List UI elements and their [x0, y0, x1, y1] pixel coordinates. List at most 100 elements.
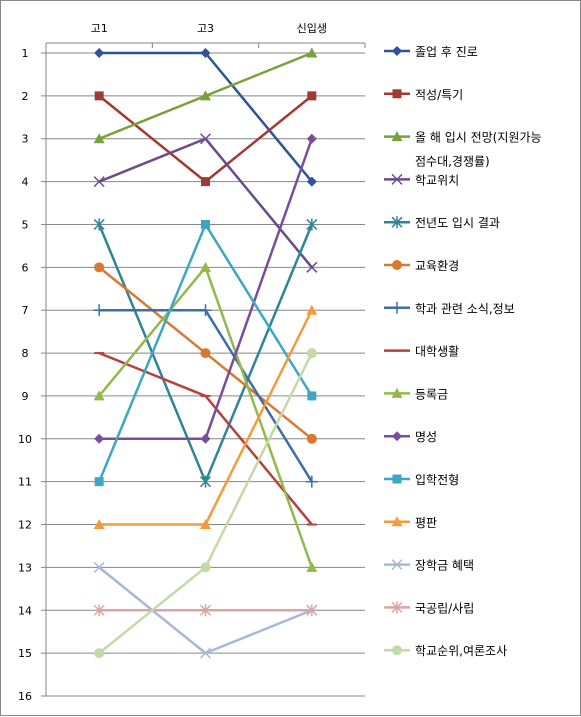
- legend-label: 적성/특기: [415, 88, 463, 102]
- y-tick-label: 9: [22, 390, 29, 403]
- data-point: [306, 47, 318, 58]
- series-14: [93, 604, 318, 617]
- data-point: [392, 46, 402, 56]
- data-point: [94, 91, 104, 101]
- legend-entry: 졸업 후 진로: [384, 45, 478, 59]
- data-point-stroke: [391, 173, 403, 185]
- data-point: [391, 601, 403, 614]
- data-point: [391, 516, 403, 527]
- series-6: [94, 262, 317, 444]
- legend-label: 학교위치: [415, 173, 459, 187]
- y-tick-label: 1: [22, 47, 29, 60]
- series-4: [93, 133, 318, 273]
- y-tick-label: 10: [18, 433, 32, 446]
- legend-label: 점수대,경쟁률): [415, 155, 490, 169]
- legend-entry: 학교위치: [384, 173, 459, 187]
- data-point: [200, 48, 211, 58]
- data-point: [200, 348, 211, 359]
- data-point: [392, 474, 402, 484]
- legend-label: 전년도 입시 결과: [415, 216, 500, 230]
- series-12: [93, 304, 318, 530]
- series-line: [98, 137, 313, 269]
- y-tick-label: 2: [22, 90, 29, 103]
- data-point: [391, 387, 403, 398]
- x-tick-label: 고3: [197, 22, 214, 35]
- data-point: [200, 90, 211, 101]
- data-point: [93, 133, 105, 144]
- y-tick-label: 16: [18, 690, 32, 703]
- legend-label: 올 해 입시 전망(지원가능: [415, 131, 542, 145]
- data-point: [94, 48, 105, 58]
- legend-entry: 명성: [384, 430, 437, 444]
- series-8: [94, 351, 317, 526]
- data-point: [94, 477, 104, 487]
- legend-entry: 학과 관련 소식,정보: [384, 301, 515, 316]
- data-point-stroke: [93, 176, 105, 188]
- data-point-stroke: [391, 559, 403, 571]
- data-point: [307, 91, 317, 101]
- y-tick-label: 4: [22, 176, 29, 189]
- data-point: [306, 604, 318, 617]
- y-tick-label: 15: [18, 647, 32, 660]
- data-point: [307, 391, 317, 401]
- data-point: [93, 390, 105, 401]
- legend-label: 교육환경: [415, 259, 459, 273]
- series-11: [94, 219, 317, 487]
- legend-label: 학과 관련 소식,정보: [415, 302, 515, 316]
- legend-entry: 국공립/사립: [384, 601, 474, 615]
- data-point: [201, 177, 210, 187]
- legend-entry: 대학생활: [384, 345, 459, 359]
- data-point-stroke: [93, 561, 105, 573]
- legend-label: 졸업 후 진로: [415, 45, 478, 59]
- data-point: [392, 645, 402, 656]
- data-point: [200, 562, 211, 573]
- y-tick-label: 14: [18, 604, 32, 617]
- y-tick-label: 12: [18, 519, 32, 532]
- y-tick-label: 11: [18, 476, 32, 489]
- legend-label: 국공립/사립: [415, 601, 474, 615]
- x-tick-label: 신입생: [297, 22, 327, 35]
- legend-label: 등록금: [415, 387, 448, 401]
- legend-entry: 학교순위,여론조사: [384, 644, 507, 658]
- data-point: [306, 348, 317, 359]
- y-tick-label: 3: [22, 133, 29, 146]
- data-point: [306, 176, 317, 187]
- series-line: [99, 51, 313, 183]
- data-point-stroke: [306, 261, 318, 273]
- data-point: [391, 173, 403, 185]
- data-point: [391, 216, 403, 229]
- y-tick-label: 7: [22, 304, 29, 317]
- series-10: [94, 133, 317, 444]
- data-point: [201, 219, 210, 229]
- data-point: [200, 261, 211, 272]
- data-point: [199, 604, 212, 617]
- data-point-stroke: [199, 647, 212, 659]
- data-point: [93, 604, 105, 617]
- data-point: [200, 433, 211, 444]
- y-tick-label: 6: [22, 261, 29, 274]
- legend-label: 장학금 혜택: [415, 559, 474, 573]
- data-point: [94, 433, 105, 444]
- data-point: [93, 304, 106, 317]
- data-point: [391, 301, 403, 314]
- data-point: [94, 262, 105, 273]
- legend-entry: 전년도 입시 결과: [384, 216, 500, 230]
- data-point: [199, 304, 212, 317]
- x-tick-label: 고1: [91, 22, 108, 35]
- data-point-stroke: [199, 133, 212, 145]
- series-lines: [93, 47, 318, 659]
- legend-label: 대학생활: [415, 345, 459, 359]
- data-point: [392, 89, 402, 99]
- data-point: [306, 561, 318, 572]
- legend-label: 평판: [415, 516, 437, 530]
- data-point: [306, 218, 318, 231]
- data-point: [93, 519, 105, 530]
- data-point: [199, 647, 212, 659]
- data-point: [199, 475, 212, 488]
- y-tick-label: 13: [18, 561, 32, 574]
- data-point: [305, 475, 318, 488]
- legend-entry: 입학전형: [384, 473, 459, 487]
